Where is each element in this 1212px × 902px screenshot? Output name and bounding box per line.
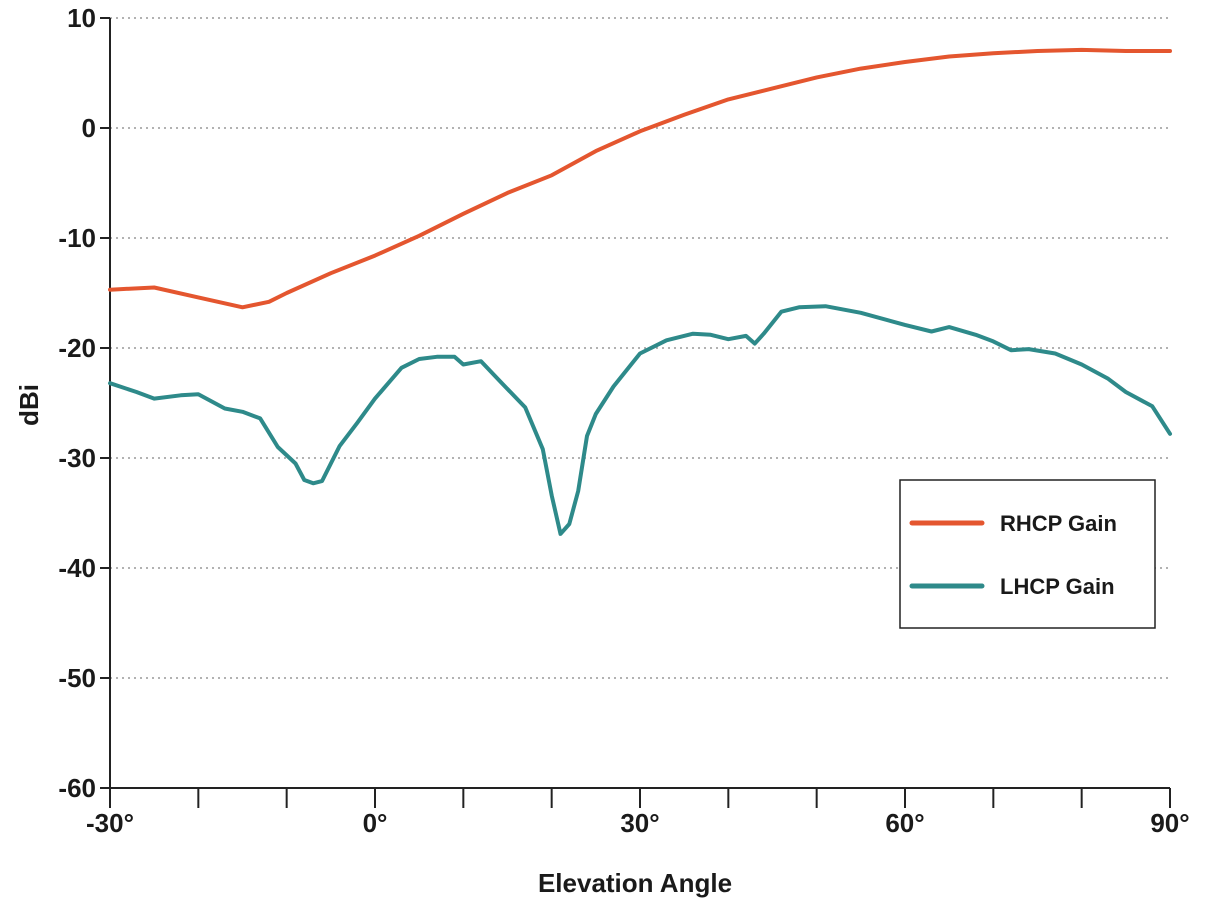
legend: RHCP Gain LHCP Gain (899, 479, 1156, 629)
x-axis-title: Elevation Angle (538, 868, 732, 898)
legend-label-lhcp: LHCP Gain (1000, 574, 1115, 599)
x-tick-label-4: 90° (1150, 808, 1189, 838)
legend-box (899, 479, 1156, 629)
y-tick-label-6: -50 (58, 663, 96, 693)
x-tick-label-1: 0° (363, 808, 388, 838)
y-axis-title: dBi (14, 384, 44, 426)
y-tick-label-0: 10 (67, 3, 96, 33)
x-tick-label-3: 60° (885, 808, 924, 838)
y-tick-label-7: -60 (58, 773, 96, 803)
series-line-lhcp-gain (108, 304, 1172, 536)
axes (100, 17, 1171, 808)
y-tick-label-2: -10 (58, 223, 96, 253)
y-tick-label-4: -30 (58, 443, 96, 473)
tick-labels: 10 0 -10 -20 -30 -40 -50 -60 -30° 0° 30° 60° 90° (58, 3, 1189, 838)
x-tick-label-0: -30° (86, 808, 134, 838)
series-line-rhcp-gain (108, 47, 1172, 310)
x-tick-label-2: 30° (620, 808, 659, 838)
series-lines (108, 47, 1172, 536)
y-tick-label-5: -40 (58, 553, 96, 583)
y-tick-label-3: -20 (58, 333, 96, 363)
legend-label-rhcp: RHCP Gain (1000, 511, 1117, 536)
y-tick-label-1: 0 (82, 113, 96, 143)
